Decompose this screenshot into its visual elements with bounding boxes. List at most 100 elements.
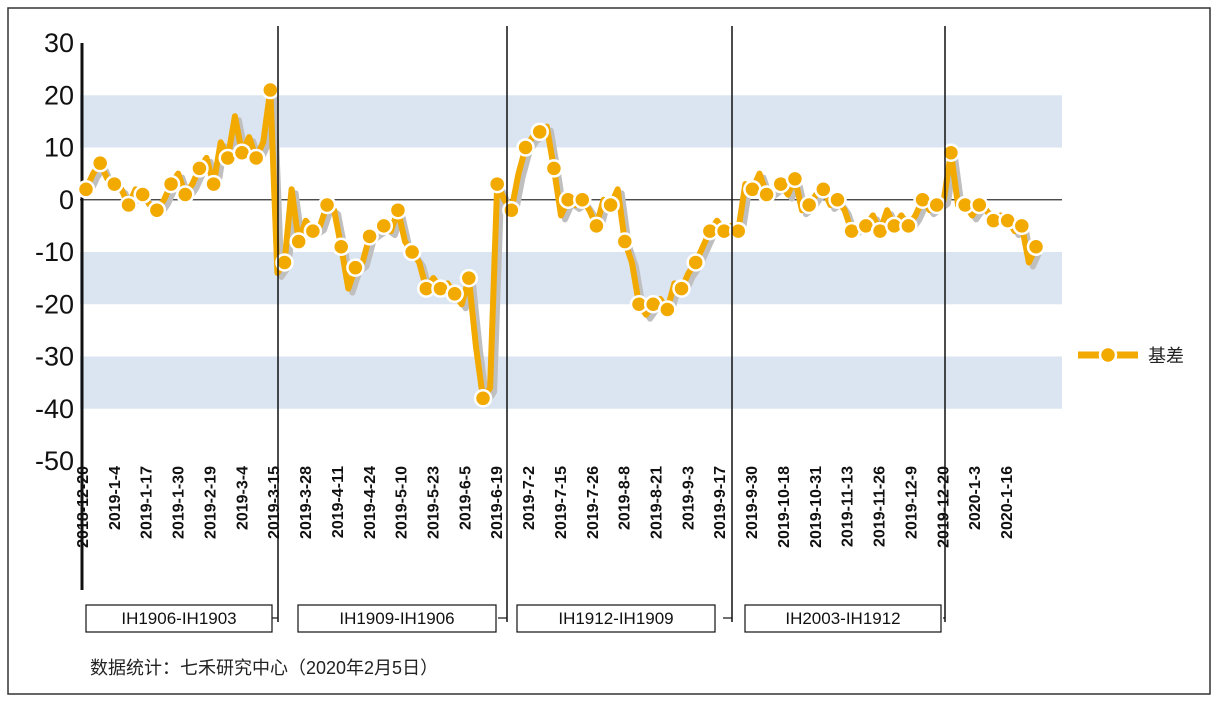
series-point <box>445 284 464 304</box>
series-point <box>289 232 308 251</box>
series-point <box>246 148 266 168</box>
series-point <box>133 185 152 204</box>
series-point <box>544 159 564 178</box>
y-tick-label: 10 <box>44 133 74 163</box>
y-tick-label: -10 <box>35 237 74 267</box>
y-tick-label: -40 <box>35 394 74 424</box>
series-point <box>204 174 223 194</box>
x-tick-label: 2019-6-19 <box>489 466 506 539</box>
x-tick-label: 2019-6-5 <box>457 466 474 530</box>
x-tick-label: 2019-12-9 <box>903 466 920 539</box>
series-point <box>261 80 280 100</box>
series-point <box>927 195 946 215</box>
series-point <box>275 253 294 272</box>
y-tick-label: -20 <box>35 289 74 319</box>
series-point <box>147 200 167 220</box>
x-tick-label: 2019-5-10 <box>394 466 411 539</box>
contract-label: IH2003-IH1912 <box>785 609 900 628</box>
series-point <box>899 216 918 236</box>
grid-band <box>80 95 1062 148</box>
x-tick-label: 2019-7-2 <box>521 466 538 530</box>
x-tick-label: 2019-10-18 <box>776 466 793 548</box>
series-point <box>573 190 592 209</box>
series-point <box>785 169 805 189</box>
series-point <box>402 242 422 262</box>
x-tick-label: 2019-5-23 <box>426 466 443 539</box>
series-point <box>190 159 209 178</box>
series-point <box>303 221 323 241</box>
series-jicha <box>76 80 1046 408</box>
series-point <box>76 180 96 199</box>
x-tick-label: 2019-12-20 <box>935 466 952 548</box>
series-point <box>374 216 394 236</box>
grid-band <box>80 356 1062 409</box>
y-tick-label: -30 <box>35 342 74 372</box>
series-point <box>686 253 705 272</box>
x-tick-label: 2019-4-24 <box>362 466 379 539</box>
series-point <box>1012 216 1032 236</box>
series-point <box>487 174 507 194</box>
x-tick-label: 2019-7-26 <box>585 466 602 539</box>
x-tick-label: 2020-1-3 <box>967 466 984 530</box>
x-tick-label: 2019-7-15 <box>553 466 570 539</box>
x-tick-label: 2019-2-19 <box>202 466 219 539</box>
x-tick-label: 2019-1-30 <box>171 466 188 539</box>
grid-bands <box>80 95 1062 409</box>
series-point <box>587 216 606 236</box>
series-point <box>331 237 351 257</box>
x-tick-label: 2019-10-31 <box>808 466 825 548</box>
series-point <box>672 279 691 298</box>
x-tick-label: 2018-12-20 <box>75 466 92 548</box>
series-point <box>388 200 408 220</box>
x-tick-label: 2019-3-28 <box>298 466 315 539</box>
y-tick-label: 30 <box>44 28 74 58</box>
series-point <box>658 300 677 319</box>
series-point <box>119 195 138 215</box>
series-point <box>459 268 479 288</box>
series-point <box>601 195 620 215</box>
series-point <box>828 190 847 209</box>
series-point <box>757 185 776 204</box>
series-point <box>346 258 365 277</box>
series-point <box>176 185 195 204</box>
x-tick-label: 2019-3-15 <box>266 466 283 539</box>
series-point <box>105 174 124 194</box>
series-point <box>90 153 110 173</box>
x-tick-label: 2019-4-11 <box>330 466 347 538</box>
y-tick-label: 0 <box>59 185 74 215</box>
y-tick-labels: 30 20 10 0 -10 -20 -30 -40 -50 <box>35 28 74 476</box>
x-tick-label: 2019-11-13 <box>840 466 857 547</box>
legend-label: 基差 <box>1148 346 1184 366</box>
legend: 基差 <box>1078 345 1184 366</box>
series-point <box>516 138 535 157</box>
series-point <box>941 143 961 162</box>
series-point <box>530 122 549 142</box>
legend-marker <box>1098 345 1118 365</box>
series-point <box>970 195 989 215</box>
x-tick-label: 2019-1-4 <box>107 466 124 530</box>
x-tick-labels: 2018-12-20 2019-1-4 2019-1-17 2019-1-30 2019… <box>75 466 1016 548</box>
x-tick-label: 2019-11-26 <box>872 466 889 547</box>
contract-label-box <box>516 604 716 633</box>
x-tick-label: 2019-8-8 <box>617 466 634 530</box>
series-point <box>317 195 337 215</box>
x-tick-label: 2019-9-3 <box>680 466 697 530</box>
series-point <box>615 232 635 251</box>
x-tick-label: 2019-9-30 <box>744 466 761 539</box>
y-tick-label: 20 <box>44 80 74 110</box>
series-point <box>360 227 379 246</box>
contract-labels: IH1906-IH1903 IH1909-IH1906 IH1912-IH1909 I… <box>85 604 945 633</box>
x-tick-label: 2019-8-21 <box>649 466 666 539</box>
contract-label-box <box>85 604 273 633</box>
y-tick-label: -50 <box>35 446 74 476</box>
series-point <box>473 389 493 408</box>
series-point <box>502 200 521 220</box>
series-point <box>728 221 748 241</box>
contract-label-box <box>297 604 497 633</box>
series-point <box>161 174 181 194</box>
series-point <box>814 180 833 199</box>
series-point <box>799 195 819 215</box>
x-tick-label: 2019-3-4 <box>234 466 251 530</box>
source-note: 数据统计：七禾研究中心（2020年2月5日） <box>90 658 438 678</box>
